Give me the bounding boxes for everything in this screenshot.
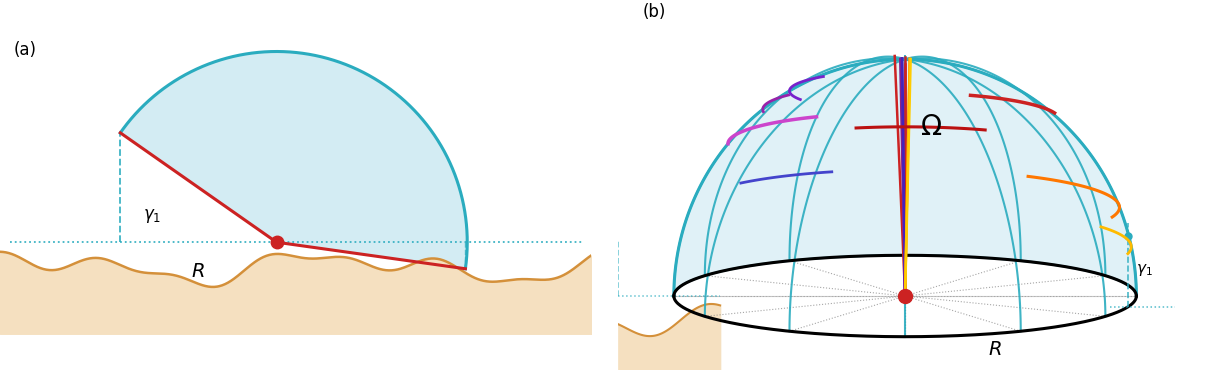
Text: $\gamma_1$: $\gamma_1$ [1136,262,1153,278]
Text: $R$: $R$ [989,340,1002,359]
Polygon shape [121,51,467,269]
Text: $R$: $R$ [190,262,205,280]
Polygon shape [674,59,1136,296]
Text: $\Omega$: $\Omega$ [920,113,942,141]
Text: $\gamma_1$: $\gamma_1$ [143,207,161,225]
Text: (b): (b) [642,3,666,21]
Text: (a): (a) [13,41,37,59]
